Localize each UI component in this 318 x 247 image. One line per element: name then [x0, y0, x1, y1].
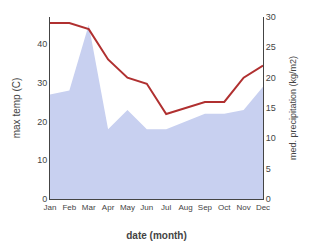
svg-text:Nov: Nov	[237, 203, 251, 212]
svg-text:25: 25	[266, 42, 276, 52]
svg-text:Apr: Apr	[102, 203, 115, 212]
svg-text:15: 15	[266, 103, 276, 113]
svg-text:Jan: Jan	[44, 203, 57, 212]
svg-text:Dec: Dec	[256, 203, 270, 212]
svg-text:5: 5	[266, 164, 271, 174]
svg-text:Sep: Sep	[198, 203, 213, 212]
svg-text:20: 20	[37, 117, 47, 127]
svg-text:0: 0	[266, 194, 271, 204]
svg-text:Jun: Jun	[140, 203, 153, 212]
svg-text:May: May	[120, 203, 135, 212]
svg-text:10: 10	[266, 133, 276, 143]
svg-text:Oct: Oct	[218, 203, 231, 212]
svg-text:date (month): date (month)	[126, 230, 187, 241]
svg-text:30: 30	[37, 78, 47, 88]
svg-text:40: 40	[37, 39, 47, 49]
svg-text:max temp (C): max temp (C)	[11, 78, 22, 139]
svg-text:20: 20	[266, 73, 276, 83]
svg-text:10: 10	[37, 155, 47, 165]
svg-text:Feb: Feb	[62, 203, 76, 212]
svg-text:30: 30	[266, 12, 276, 22]
svg-text:Mar: Mar	[82, 203, 96, 212]
svg-text:Jul: Jul	[161, 203, 171, 212]
svg-text:Aug: Aug	[178, 203, 192, 212]
svg-text:med. precipitation (kg/m2): med. precipitation (kg/m2)	[288, 56, 298, 160]
svg-text:0: 0	[42, 194, 47, 204]
